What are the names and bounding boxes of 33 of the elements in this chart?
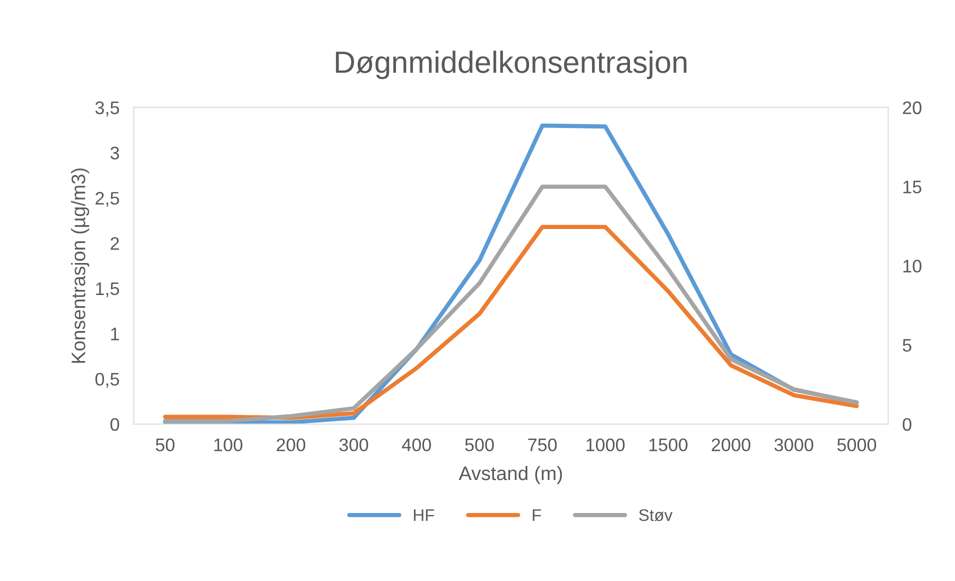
chart-title: Døgnmiddelkonsentrasjon	[336, 50, 686, 80]
legend-label: F	[532, 509, 541, 521]
y-tick-label: 0,5	[95, 372, 120, 388]
y-tick-label: 3	[110, 146, 120, 160]
y-tick-label: 2,5	[96, 192, 120, 207]
x-tick-label: 5000	[837, 438, 876, 452]
y-tick-label: 1,5	[96, 282, 120, 298]
y-axis-title: Konsentrasjon (µg/m3)	[71, 168, 90, 363]
y-tick-label: 3,5	[95, 101, 120, 116]
x-tick-label: 50	[156, 438, 174, 452]
y2-tick-label: 0	[902, 418, 912, 431]
x-tick-label: 750	[528, 438, 557, 452]
y2-tick-label: 15	[903, 180, 922, 194]
x-tick-label: 100	[214, 438, 242, 452]
x-tick-label: 3000	[774, 438, 814, 452]
line-series	[163, 184, 859, 424]
x-axis-title: Avstand (m)	[458, 466, 562, 484]
x-tick-label: 1000	[586, 438, 625, 452]
line-series	[163, 224, 859, 420]
x-tick-label: 300	[339, 438, 368, 452]
y2-tick-label: 5	[902, 339, 912, 352]
x-tick-label: 200	[276, 438, 306, 452]
legend-label: Støv	[639, 509, 673, 522]
x-tick-label: 400	[402, 438, 431, 452]
y-tick-label: 0	[110, 418, 120, 431]
y-tick-label: 1	[111, 328, 119, 340]
x-tick-label: 1500	[649, 438, 688, 452]
legend-label: HF	[414, 509, 434, 521]
y2-tick-label: 20	[902, 101, 922, 114]
y2-tick-label: 10	[903, 260, 922, 273]
x-tick-label: 500	[465, 438, 494, 452]
x-tick-label: 2000	[712, 438, 750, 452]
y-tick-label: 2	[110, 237, 119, 250]
